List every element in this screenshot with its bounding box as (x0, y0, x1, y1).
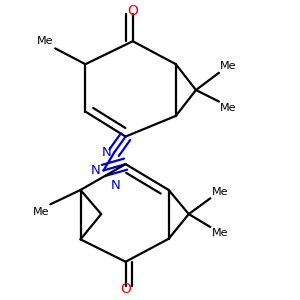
Text: N: N (91, 164, 100, 177)
Text: O: O (127, 4, 138, 17)
Text: Me: Me (36, 36, 53, 46)
Text: Me: Me (220, 103, 237, 113)
Text: Me: Me (212, 228, 228, 239)
Text: N: N (110, 179, 120, 192)
Text: N: N (102, 146, 112, 159)
Text: Me: Me (212, 187, 228, 197)
Text: Me: Me (32, 207, 49, 217)
Text: O: O (120, 282, 131, 296)
Text: Me: Me (220, 61, 237, 71)
